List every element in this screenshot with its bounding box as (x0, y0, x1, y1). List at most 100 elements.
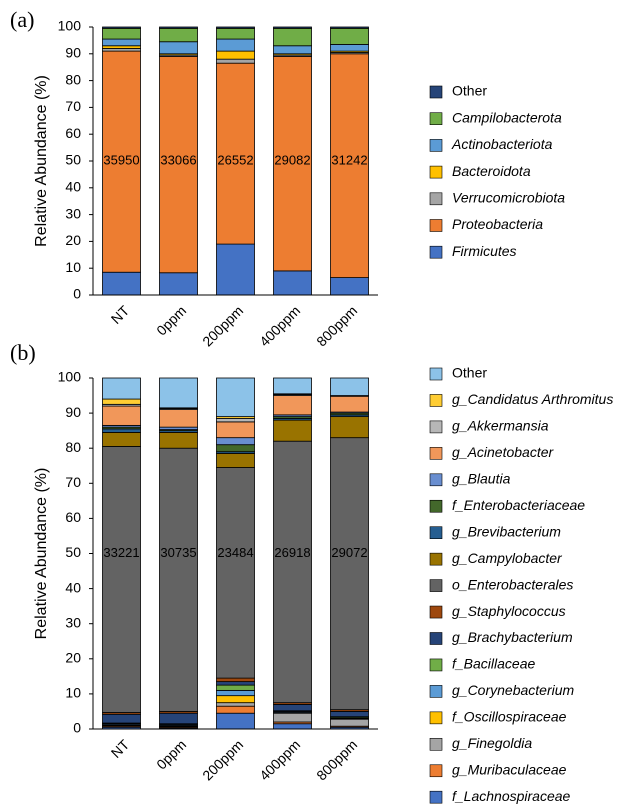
bar-segment (102, 428, 141, 433)
bar-segment (216, 705, 255, 714)
bar-segment (330, 718, 369, 727)
y-axis-title: Relative Abundance (%) (33, 75, 50, 247)
legend-swatch (429, 447, 443, 460)
bar-segment (216, 27, 255, 40)
bar-segment (273, 27, 312, 47)
y-tick-label: 80 (65, 71, 81, 87)
bar-label: 29082 (274, 152, 310, 167)
legend-swatch (429, 579, 443, 592)
bar-segment (159, 377, 198, 409)
bar-segment (159, 272, 198, 296)
legend-label: g_Finegoldia (452, 735, 532, 751)
bar-segment (102, 432, 141, 447)
y-tick-label: 0 (73, 286, 81, 302)
bar-segment (102, 27, 141, 40)
bar-label: 33221 (103, 545, 139, 560)
y-tick-label: 30 (65, 614, 81, 630)
bar-segment (273, 45, 312, 55)
bar-segment (102, 398, 141, 405)
bar-segment (273, 440, 312, 704)
bar-label: 29072 (331, 545, 367, 560)
y-tick-label: 0 (73, 720, 81, 736)
bar-segment (330, 395, 369, 413)
x-tick-label: 800ppm (313, 736, 360, 783)
panel-label: (a) (10, 7, 34, 32)
y-tick-label: 60 (65, 125, 81, 141)
bar-segment (216, 417, 255, 423)
y-tick-label: 60 (65, 509, 81, 525)
bar-segment (216, 684, 255, 691)
bar-segment (330, 44, 369, 52)
bar-segment (330, 711, 369, 718)
bar-segment (216, 712, 255, 730)
legend-label: f_Lachnospiraceae (452, 788, 571, 804)
legend-label: o_Enterobacterales (452, 576, 573, 592)
legend-label: g_Brevibacterium (452, 523, 561, 539)
x-tick-label: NT (108, 302, 133, 327)
bar-segment (159, 432, 198, 449)
bar-segment (216, 243, 255, 296)
legend-swatch (429, 219, 443, 232)
legend-label: Verrucomicrobiota (452, 190, 565, 206)
bar-segment (102, 446, 141, 713)
bar-segment (102, 50, 141, 273)
bar-label: 26918 (274, 545, 310, 560)
x-tick-label: 0ppm (153, 302, 189, 338)
legend-swatch (429, 711, 443, 725)
legend-swatch (429, 139, 443, 152)
bar-segment (330, 26, 369, 29)
y-tick-label: 80 (65, 439, 81, 455)
bar-segment (216, 26, 255, 29)
bar-segment (330, 277, 369, 296)
legend-label: Campilobacterota (452, 109, 562, 125)
legend-swatch (429, 764, 443, 778)
panel-label: (b) (10, 340, 36, 365)
legend-swatch (429, 112, 443, 125)
legend-swatch (429, 192, 443, 206)
bar-segment (159, 447, 198, 712)
bar-segment (159, 712, 198, 725)
y-axis-title: Relative Abundance (%) (33, 468, 50, 640)
y-tick-label: 100 (58, 369, 82, 385)
bar-segment (159, 41, 198, 55)
bar-segment (102, 713, 141, 724)
bar-segment (159, 56, 198, 274)
legend-label: Other (452, 83, 487, 99)
bar-label: 35950 (103, 152, 139, 167)
bar-segment (216, 62, 255, 245)
legend-label: g_Akkermansia (452, 418, 549, 434)
bar-segment (273, 419, 312, 442)
bar-label: 31242 (331, 152, 367, 167)
x-tick-label: 200ppm (199, 302, 246, 349)
legend-swatch (429, 473, 443, 487)
bar-segment (159, 26, 198, 29)
bar-segment (216, 444, 255, 453)
x-tick-label: 200ppm (199, 736, 246, 783)
legend-label: g_Staphylococcus (452, 603, 566, 619)
bar-segment (159, 27, 198, 43)
legend-label: Bacteroidota (452, 163, 531, 179)
bar-segment (216, 702, 255, 707)
legend-swatch (429, 685, 443, 698)
legend-swatch (429, 165, 443, 179)
y-tick-label: 40 (65, 579, 81, 595)
legend-label: Other (452, 365, 487, 381)
bar-segment (102, 48, 141, 52)
bar-segment (102, 377, 141, 400)
x-tick-label: 400ppm (256, 736, 303, 783)
legend-swatch (429, 605, 443, 619)
bar-segment (216, 677, 255, 683)
legend-label: f_Enterobacteriaceae (452, 497, 585, 513)
legend-label: Firmicutes (452, 243, 517, 259)
legend-swatch (429, 552, 443, 566)
legend-swatch (429, 790, 443, 804)
bar-segment (273, 723, 312, 730)
y-tick-label: 90 (65, 404, 81, 420)
x-tick-label: 400ppm (256, 302, 303, 349)
legend-label: f_Bacillaceae (452, 656, 535, 672)
y-tick-label: 30 (65, 205, 81, 221)
legend-swatch (429, 245, 443, 259)
legend-label: Proteobacteria (452, 216, 543, 232)
bar-label: 33066 (160, 152, 196, 167)
bar-segment (330, 416, 369, 439)
